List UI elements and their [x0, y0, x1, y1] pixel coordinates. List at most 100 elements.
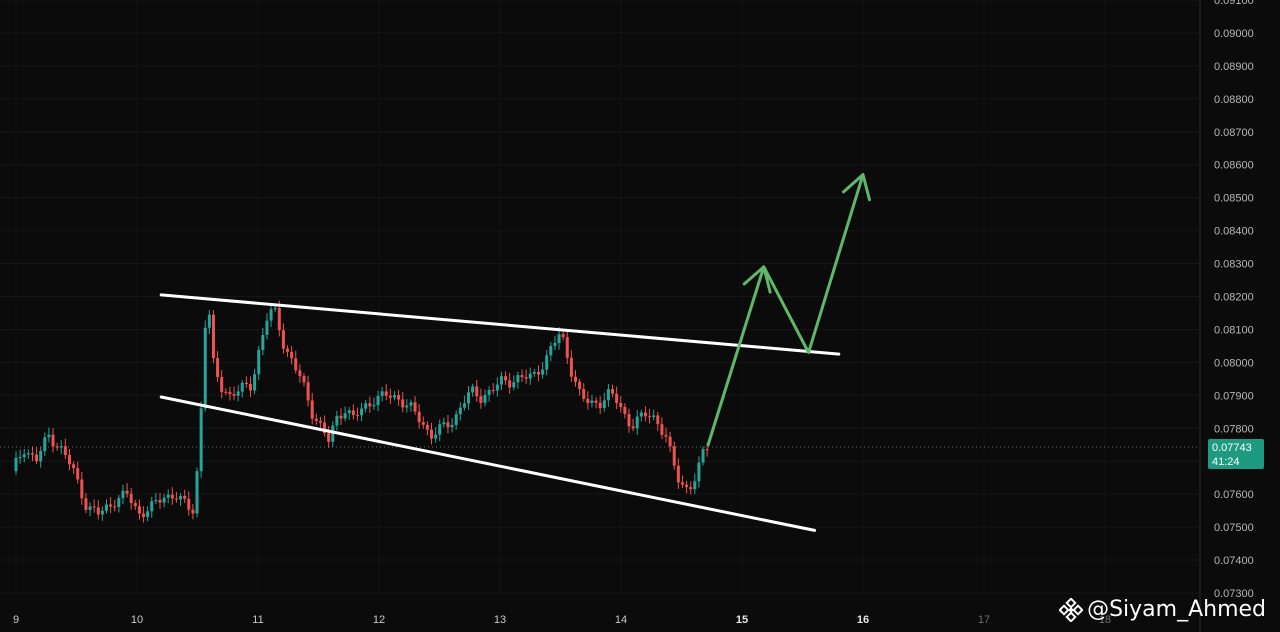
x-tick-label: 9 [13, 614, 19, 626]
candle-body [351, 410, 355, 416]
candle-body [281, 330, 285, 349]
candle-body [578, 381, 582, 390]
candle-body [458, 407, 462, 415]
candle-body [392, 395, 396, 398]
candle-body [384, 391, 388, 396]
candle-body [22, 454, 26, 458]
candle-body [409, 402, 413, 406]
candle-body [59, 446, 63, 448]
candle-body [211, 314, 215, 359]
candle-body [672, 446, 676, 466]
candle-body [105, 504, 109, 511]
lower-trendline [159, 395, 817, 532]
candle-body [96, 507, 100, 515]
candle-body [121, 490, 125, 499]
candle-body [685, 484, 689, 488]
candle-body [516, 375, 520, 383]
candle-body [405, 405, 409, 408]
candle-body [248, 383, 252, 391]
candle-body [35, 454, 39, 462]
candle-body [479, 396, 483, 403]
x-tick-label: 15 [736, 614, 748, 626]
candle-body [639, 412, 643, 417]
candle-body [528, 373, 532, 379]
candle-body [705, 449, 709, 451]
candle-body [109, 504, 113, 507]
candle-body [335, 415, 339, 426]
candle-body [656, 415, 660, 425]
candle-body [619, 403, 623, 408]
candle-body [536, 371, 540, 375]
candle-body [290, 351, 294, 359]
candle-body [635, 416, 639, 429]
candle-body [574, 376, 578, 382]
x-tick-label: 16 [857, 614, 869, 626]
candle-body [421, 422, 425, 425]
candle-body [598, 402, 602, 408]
y-tick-label: 0.07600 [1214, 489, 1254, 501]
candle-body [376, 395, 380, 406]
candle-body [664, 434, 668, 437]
candle-countdown: 41:24 [1212, 456, 1240, 468]
x-tick-label: 11 [252, 614, 263, 626]
candle-body [273, 308, 277, 310]
candle-body [162, 497, 166, 503]
candle-body [541, 369, 545, 375]
candle-body [417, 411, 421, 423]
y-tick-label: 0.07300 [1214, 588, 1254, 600]
y-tick-label: 0.09000 [1214, 28, 1254, 40]
y-tick-label: 0.08400 [1214, 226, 1254, 238]
candle-body [195, 471, 199, 514]
candle-body [72, 464, 76, 469]
y-tick-label: 0.08000 [1214, 357, 1254, 369]
current-price-badge: 0.07743 41:24 [1208, 439, 1264, 469]
candle-body [294, 358, 298, 371]
candle-body [355, 415, 359, 417]
candle-body [18, 457, 22, 459]
candle-body [606, 389, 610, 401]
price-axis: 0.09100 0.09000 0.08900 0.08800 0.08700 0.086… [1214, 0, 1254, 600]
candle-body [561, 334, 565, 338]
grid-lines [0, 0, 1200, 594]
candle-body [187, 498, 191, 510]
candle-body [302, 376, 306, 383]
candle-body [643, 412, 647, 417]
x-tick-label: 13 [494, 614, 506, 626]
candle-body [360, 408, 364, 416]
candle-body [63, 446, 67, 456]
candle-body [84, 498, 88, 510]
candle-body [586, 398, 590, 403]
y-tick-label: 0.07500 [1214, 522, 1254, 534]
candle-body [602, 400, 606, 408]
candle-body [660, 424, 664, 435]
candle-body [14, 457, 18, 472]
candle-body [520, 375, 524, 378]
candle-body [166, 494, 170, 498]
y-tick-label: 0.08900 [1214, 61, 1254, 73]
candle-body [133, 503, 137, 507]
candle-body [331, 425, 335, 442]
candle-body [216, 358, 220, 378]
candle-body [47, 434, 51, 438]
candle-body [286, 348, 290, 352]
candle-body [257, 349, 261, 375]
x-tick-label: 18 [1099, 614, 1111, 626]
projection-arrow [706, 173, 865, 447]
arrowhead-first [742, 265, 772, 294]
candle-body [51, 434, 55, 447]
candle-body [652, 415, 656, 418]
candle-body [545, 355, 549, 370]
candle-body [150, 501, 154, 512]
candle-body [137, 506, 141, 514]
arrowhead-final [842, 173, 872, 202]
y-tick-label: 0.08300 [1214, 259, 1254, 271]
candle-body [277, 308, 281, 331]
candle-body [43, 437, 47, 452]
candle-body [203, 327, 207, 409]
candle-body [508, 380, 512, 388]
candle-body [438, 424, 442, 435]
candle-body [368, 403, 372, 407]
candle-body [129, 493, 133, 504]
candle-body [76, 468, 80, 480]
